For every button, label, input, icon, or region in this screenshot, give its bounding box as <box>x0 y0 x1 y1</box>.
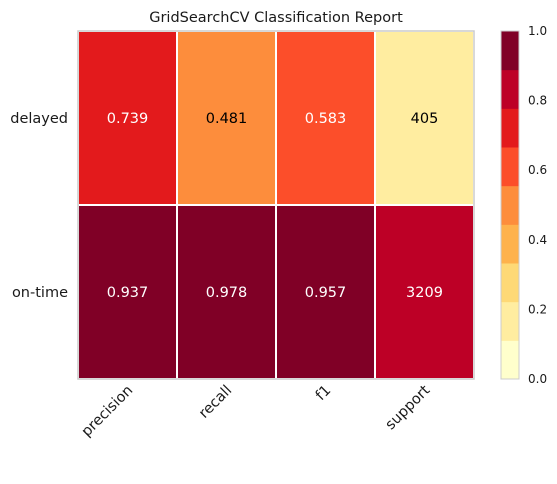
x-tick-label: support <box>383 382 434 433</box>
cell-value-label: 0.739 <box>107 111 149 127</box>
x-axis-labels: precision recall f1 support <box>79 382 434 440</box>
x-tick-label: f1 <box>313 383 334 404</box>
colorbar: 0.0 0.2 0.4 0.6 0.8 1.0 <box>500 24 547 386</box>
cell-value-label: 0.583 <box>305 111 347 127</box>
chart-title: GridSearchCV Classification Report <box>149 10 403 26</box>
heatmap-cell <box>176 204 277 380</box>
cell-value-label: 0.957 <box>305 285 347 301</box>
heatmap-cells: 0.739 0.481 0.583 405 0.937 0.978 0.957 3209 <box>77 30 475 380</box>
heatmap-cell <box>374 30 475 206</box>
heatmap-cell <box>77 30 178 206</box>
heatmap-cell <box>176 30 277 206</box>
colorbar-segment <box>501 147 519 187</box>
colorbar-segment <box>501 224 519 264</box>
colorbar-segment <box>501 31 519 71</box>
cell-value-label: 0.481 <box>206 111 248 127</box>
y-tick-label: on-time <box>12 285 68 301</box>
cell-value-label: 0.937 <box>107 285 149 301</box>
colorbar-segment <box>501 185 519 225</box>
y-tick-label: delayed <box>10 111 68 127</box>
colorbar-tick-label: 0.4 <box>528 233 547 247</box>
colorbar-segment <box>501 340 519 380</box>
colorbar-segment <box>501 108 519 148</box>
colorbar-tick-label: 0.2 <box>528 302 547 316</box>
colorbar-tick-label: 0.0 <box>528 372 547 386</box>
colorbar-segment <box>501 301 519 341</box>
cell-value-label: 3209 <box>406 285 443 301</box>
heatmap-cell <box>374 204 475 380</box>
colorbar-segment <box>501 69 519 109</box>
colorbar-tick-label: 0.6 <box>528 163 547 177</box>
colorbar-tick-label: 1.0 <box>528 24 547 38</box>
plot-frame <box>77 30 475 380</box>
x-tick-label: recall <box>196 383 235 422</box>
colorbar-frame <box>500 30 520 380</box>
cell-value-label: 405 <box>411 111 439 127</box>
x-tick-label: precision <box>79 383 137 441</box>
y-axis-labels: delayed on-time <box>10 111 68 301</box>
colorbar-segment <box>501 263 519 303</box>
cell-value-label: 0.978 <box>206 285 248 301</box>
colorbar-tick-label: 0.8 <box>528 94 547 108</box>
